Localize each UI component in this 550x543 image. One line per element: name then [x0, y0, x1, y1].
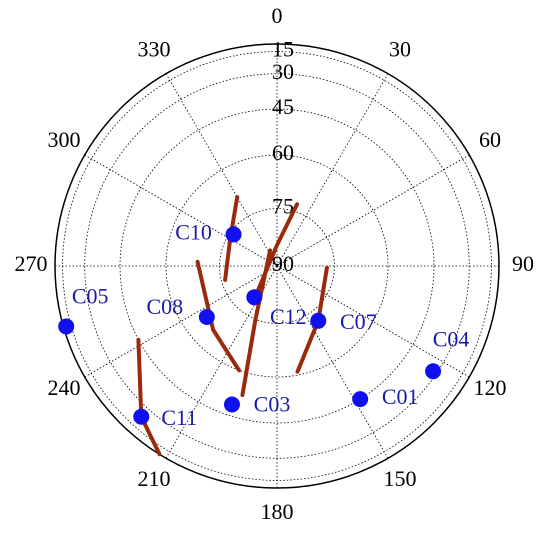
satellite-label: C11: [161, 405, 197, 430]
satellite-label: C05: [72, 283, 109, 308]
elevation-ring: [119, 108, 435, 424]
satellite-point: [425, 363, 442, 380]
satellite-label: C07: [340, 309, 377, 334]
satellite-label: C03: [254, 392, 291, 417]
azimuth-label: 120: [474, 375, 507, 400]
azimuth-label: 150: [384, 466, 417, 491]
satellite-point: [58, 318, 75, 335]
elevation-label: 90: [272, 251, 294, 276]
satellite-label: C01: [382, 384, 419, 409]
elevation-label: 60: [272, 140, 294, 165]
satellite-point: [198, 308, 215, 325]
satellite-track: [195, 259, 242, 373]
azimuth-label: 0: [272, 3, 283, 28]
elevation-label: 75: [272, 194, 294, 219]
spoke: [276, 154, 470, 267]
satellite-point: [133, 408, 150, 425]
elevation-label: 45: [272, 94, 294, 119]
satellite-point: [223, 396, 240, 413]
satellite-label: C10: [175, 219, 212, 244]
azimuth-label: 270: [15, 251, 48, 276]
azimuth-label: 330: [138, 36, 171, 61]
satellite-label: C08: [146, 294, 183, 319]
satellite-label: C04: [433, 326, 470, 351]
elevation-ring: [62, 51, 492, 481]
elevation-ring: [219, 208, 335, 324]
satellite-point: [225, 226, 242, 243]
elevation-label: 15: [272, 37, 294, 62]
azimuth-label: 240: [47, 375, 80, 400]
elevation-ring: [165, 154, 389, 378]
satellite-point: [352, 391, 369, 408]
elevation-label: 30: [272, 59, 294, 84]
azimuth-label: 90: [512, 251, 534, 276]
satellite-track: [240, 248, 273, 398]
azimuth-label: 180: [261, 499, 294, 524]
satellite-label: C12: [270, 304, 307, 329]
azimuth-label: 30: [389, 36, 411, 61]
azimuth-label: 60: [479, 127, 501, 152]
azimuth-label: 300: [47, 127, 80, 152]
satellite-point: [246, 289, 263, 306]
azimuth-label: 210: [138, 466, 171, 491]
elevation-ring: [84, 73, 470, 459]
satellite-point: [310, 312, 327, 329]
